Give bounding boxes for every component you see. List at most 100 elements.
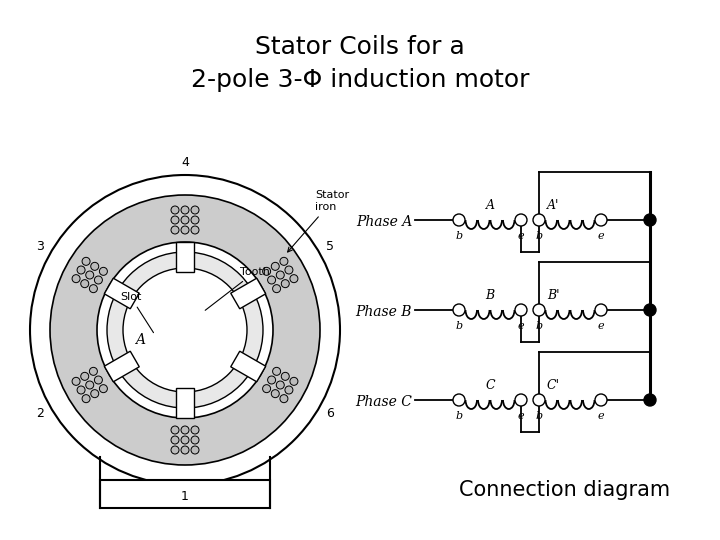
Circle shape — [533, 304, 545, 316]
Circle shape — [533, 214, 545, 226]
Circle shape — [271, 390, 279, 397]
Circle shape — [91, 262, 99, 271]
Circle shape — [181, 216, 189, 224]
Circle shape — [50, 195, 320, 465]
Circle shape — [285, 266, 293, 274]
Text: Phase A: Phase A — [356, 215, 412, 229]
Circle shape — [82, 395, 90, 403]
Text: Tooth: Tooth — [205, 267, 270, 310]
Text: b: b — [456, 411, 462, 421]
Circle shape — [276, 381, 284, 389]
Polygon shape — [104, 351, 139, 382]
Circle shape — [515, 214, 527, 226]
Text: e: e — [518, 411, 524, 421]
Text: Stator
iron: Stator iron — [288, 191, 349, 252]
Circle shape — [453, 214, 465, 226]
Text: 2-pole 3-Φ induction motor: 2-pole 3-Φ induction motor — [191, 68, 529, 92]
Text: b: b — [536, 321, 543, 331]
Polygon shape — [176, 388, 194, 418]
Circle shape — [171, 216, 179, 224]
Circle shape — [273, 285, 281, 293]
Text: 3: 3 — [37, 240, 45, 253]
Polygon shape — [104, 278, 139, 309]
Text: Phase C: Phase C — [355, 395, 412, 409]
Text: e: e — [518, 231, 524, 241]
Circle shape — [453, 304, 465, 316]
Text: Slot: Slot — [120, 292, 153, 333]
Text: Phase B: Phase B — [356, 305, 412, 319]
Circle shape — [99, 384, 107, 393]
Circle shape — [263, 267, 271, 275]
Text: B: B — [485, 289, 495, 302]
Text: Stator Coils for a: Stator Coils for a — [255, 35, 465, 59]
Text: 4: 4 — [181, 157, 189, 170]
Circle shape — [89, 285, 97, 293]
Text: b: b — [536, 411, 543, 421]
Circle shape — [515, 394, 527, 406]
Text: A': A' — [547, 199, 559, 212]
Text: 2: 2 — [37, 407, 45, 420]
Circle shape — [91, 390, 99, 397]
Circle shape — [280, 258, 288, 265]
Circle shape — [72, 275, 80, 282]
Circle shape — [171, 426, 179, 434]
Circle shape — [72, 377, 80, 386]
Text: 6: 6 — [325, 407, 333, 420]
Circle shape — [89, 367, 97, 375]
Circle shape — [81, 280, 89, 288]
Circle shape — [263, 384, 271, 393]
Circle shape — [191, 446, 199, 454]
Circle shape — [453, 394, 465, 406]
Circle shape — [595, 394, 607, 406]
Circle shape — [191, 216, 199, 224]
Circle shape — [644, 214, 656, 226]
Circle shape — [171, 446, 179, 454]
Text: e: e — [598, 321, 604, 331]
Circle shape — [273, 367, 281, 375]
Circle shape — [515, 304, 527, 316]
Polygon shape — [176, 242, 194, 272]
Text: A: A — [135, 333, 145, 347]
Bar — [100, 480, 270, 508]
Circle shape — [271, 262, 279, 271]
Circle shape — [81, 373, 89, 380]
Circle shape — [290, 377, 298, 386]
Circle shape — [644, 394, 656, 406]
Text: 1: 1 — [181, 490, 189, 503]
Circle shape — [595, 304, 607, 316]
Circle shape — [181, 446, 189, 454]
Circle shape — [191, 426, 199, 434]
Circle shape — [171, 436, 179, 444]
Circle shape — [268, 376, 276, 384]
Circle shape — [191, 226, 199, 234]
Circle shape — [276, 271, 284, 279]
Circle shape — [107, 252, 263, 408]
Circle shape — [171, 206, 179, 214]
Circle shape — [94, 276, 102, 284]
Text: C: C — [485, 379, 495, 392]
Circle shape — [181, 426, 189, 434]
Circle shape — [77, 386, 85, 394]
Text: b: b — [456, 231, 462, 241]
Text: C': C' — [547, 379, 560, 392]
Circle shape — [290, 275, 298, 282]
Text: 5: 5 — [325, 240, 333, 253]
Circle shape — [191, 206, 199, 214]
Circle shape — [82, 258, 90, 265]
Text: b: b — [536, 231, 543, 241]
Circle shape — [97, 242, 273, 418]
Circle shape — [191, 436, 199, 444]
Text: e: e — [598, 231, 604, 241]
Circle shape — [282, 280, 289, 288]
Text: b: b — [456, 321, 462, 331]
Text: B': B' — [547, 289, 559, 302]
Circle shape — [123, 268, 247, 392]
Circle shape — [533, 394, 545, 406]
Text: Connection diagram: Connection diagram — [459, 480, 670, 500]
Text: e: e — [518, 321, 524, 331]
Circle shape — [282, 373, 289, 380]
Circle shape — [99, 267, 107, 275]
Circle shape — [181, 436, 189, 444]
Circle shape — [595, 214, 607, 226]
Circle shape — [181, 206, 189, 214]
